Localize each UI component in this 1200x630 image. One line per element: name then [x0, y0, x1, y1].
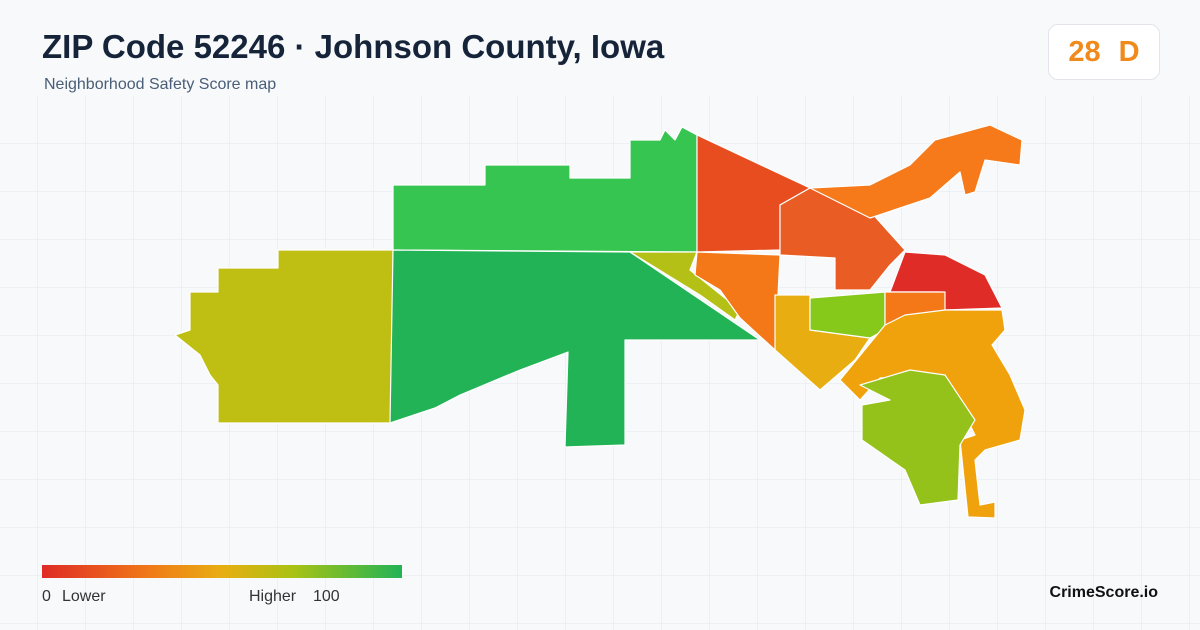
- regions: [174, 124, 1026, 519]
- region: [389, 249, 761, 448]
- region: [859, 369, 976, 506]
- grade: D: [1118, 35, 1140, 68]
- legend-min-label: Lower: [62, 588, 106, 605]
- legend-min: 0: [42, 588, 51, 605]
- legend-bar: [42, 565, 402, 578]
- title: ZIP Code 52246 · Johnson County, Iowa: [42, 28, 665, 65]
- region: [809, 291, 886, 339]
- score-badge: 28 D: [1048, 24, 1160, 80]
- legend-max-label: Higher: [249, 588, 297, 605]
- score: 28: [1068, 35, 1101, 68]
- region: [694, 251, 781, 351]
- brand: CrimeScore.io: [1049, 584, 1158, 601]
- legend-max: 100: [313, 588, 340, 605]
- subtitle: Neighborhood Safety Score map: [44, 76, 277, 93]
- region: [809, 124, 1023, 219]
